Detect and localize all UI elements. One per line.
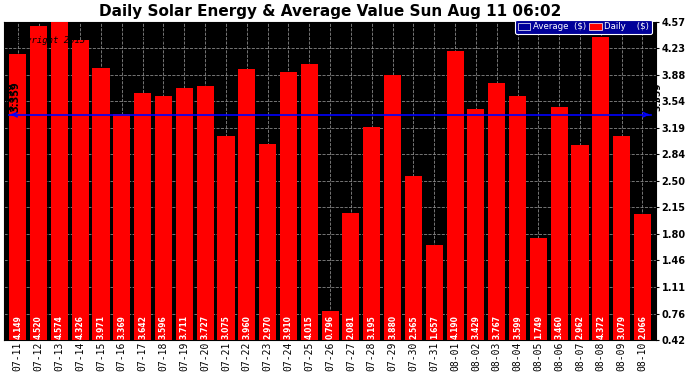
Text: 3.711: 3.711: [180, 315, 189, 339]
Text: 0.796: 0.796: [326, 315, 335, 339]
Text: 3.075: 3.075: [221, 315, 230, 339]
Text: 2.066: 2.066: [638, 315, 647, 339]
Bar: [30, 26, 47, 372]
Bar: [592, 37, 609, 372]
Text: 3.429: 3.429: [471, 315, 480, 339]
Text: 3.767: 3.767: [492, 314, 501, 339]
Bar: [155, 96, 172, 372]
Text: 3.359: 3.359: [653, 82, 662, 111]
Text: 3.971: 3.971: [97, 315, 106, 339]
Text: 4.574: 4.574: [55, 315, 64, 339]
Bar: [176, 88, 193, 372]
Text: 4.190: 4.190: [451, 315, 460, 339]
Bar: [322, 311, 339, 372]
Bar: [280, 72, 297, 372]
Text: 3.460: 3.460: [555, 315, 564, 339]
Bar: [363, 127, 380, 372]
Bar: [405, 176, 422, 372]
Text: 4.015: 4.015: [305, 315, 314, 339]
Bar: [134, 93, 151, 372]
Text: 3.910: 3.910: [284, 315, 293, 339]
Bar: [72, 40, 89, 372]
Bar: [426, 245, 443, 372]
Text: 3.195: 3.195: [367, 315, 376, 339]
Text: 3.880: 3.880: [388, 314, 397, 339]
Bar: [113, 114, 130, 372]
Bar: [467, 109, 484, 372]
Text: Copyright 2013 Cartronics.com: Copyright 2013 Cartronics.com: [10, 36, 166, 45]
Text: 3.727: 3.727: [201, 314, 210, 339]
Text: 4.520: 4.520: [34, 315, 43, 339]
Bar: [342, 213, 359, 372]
Text: 3.642: 3.642: [138, 315, 147, 339]
Title: Daily Solar Energy & Average Value Sun Aug 11 06:02: Daily Solar Energy & Average Value Sun A…: [99, 4, 561, 19]
Bar: [384, 75, 401, 372]
Text: 2.970: 2.970: [263, 315, 272, 339]
Bar: [238, 69, 255, 372]
Text: 3.960: 3.960: [242, 315, 251, 339]
Bar: [301, 64, 318, 372]
Bar: [446, 51, 464, 372]
Text: 2.565: 2.565: [409, 315, 418, 339]
Bar: [259, 144, 276, 372]
Text: 3.359: 3.359: [6, 82, 16, 111]
Text: 2.081: 2.081: [346, 315, 355, 339]
Text: 3.596: 3.596: [159, 315, 168, 339]
Text: 1.749: 1.749: [534, 315, 543, 339]
Legend: Average  ($), Daily    ($): Average ($), Daily ($): [515, 20, 652, 34]
Text: 4.372: 4.372: [596, 315, 605, 339]
Text: 2.962: 2.962: [575, 315, 584, 339]
Bar: [92, 68, 110, 372]
Text: 1.657: 1.657: [430, 315, 439, 339]
Bar: [613, 136, 630, 372]
Bar: [217, 136, 235, 372]
Text: 4.149: 4.149: [13, 315, 22, 339]
Text: 3.359: 3.359: [10, 82, 20, 112]
Bar: [530, 238, 547, 372]
Text: 3.079: 3.079: [617, 315, 626, 339]
Bar: [634, 214, 651, 372]
Bar: [571, 145, 589, 372]
Bar: [488, 83, 505, 372]
Text: 3.599: 3.599: [513, 315, 522, 339]
Bar: [51, 21, 68, 372]
Bar: [509, 96, 526, 372]
Text: 3.369: 3.369: [117, 315, 126, 339]
Bar: [9, 54, 26, 372]
Bar: [551, 107, 568, 372]
Text: 4.326: 4.326: [76, 315, 85, 339]
Bar: [197, 86, 214, 372]
